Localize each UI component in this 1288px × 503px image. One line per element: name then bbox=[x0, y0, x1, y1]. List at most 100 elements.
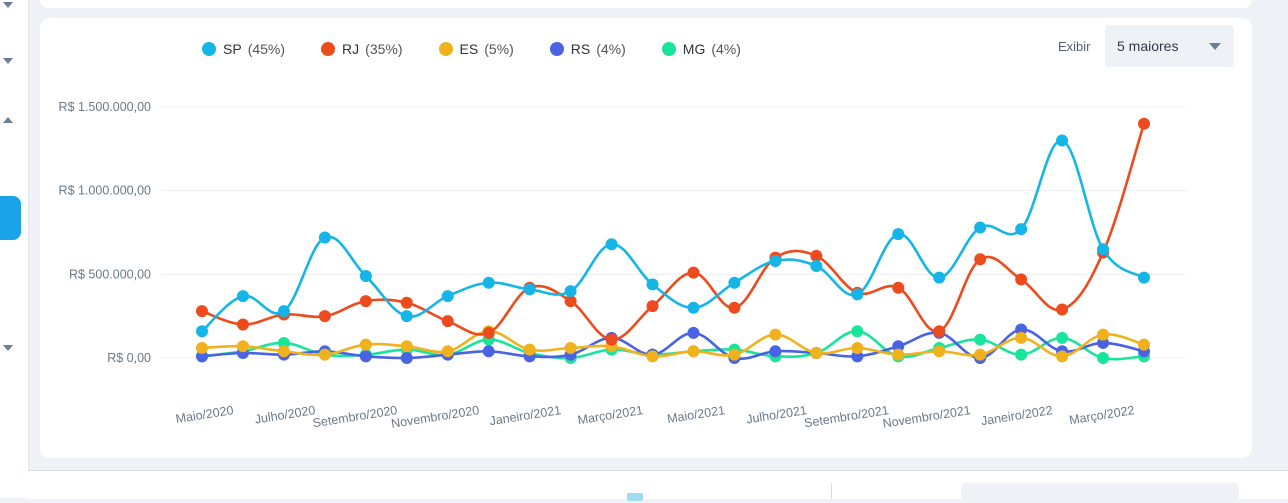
data-point-rj[interactable] bbox=[605, 333, 618, 346]
data-point-sp[interactable] bbox=[196, 325, 208, 338]
data-point-rj[interactable] bbox=[687, 266, 700, 279]
data-point-es[interactable] bbox=[359, 338, 372, 351]
data-point-rj[interactable] bbox=[1138, 117, 1150, 130]
data-point-sp[interactable] bbox=[769, 254, 782, 267]
data-point-sp[interactable] bbox=[564, 285, 577, 298]
legend-item-mg[interactable]: MG (4%) bbox=[661, 41, 741, 57]
legend-item-es[interactable]: ES (5%) bbox=[438, 41, 514, 57]
data-point-es[interactable] bbox=[728, 348, 741, 361]
data-point-rj[interactable] bbox=[564, 295, 577, 308]
data-point-sp[interactable] bbox=[687, 301, 700, 314]
y-tick-label: R$ 1.000.000,00 bbox=[59, 184, 151, 198]
top-count-select[interactable]: 5 maiores bbox=[1105, 25, 1234, 67]
data-point-sp[interactable] bbox=[605, 238, 618, 251]
data-point-sp[interactable] bbox=[1015, 223, 1028, 236]
data-point-mg[interactable] bbox=[1097, 352, 1110, 364]
data-point-mg[interactable] bbox=[277, 336, 290, 349]
data-point-rj[interactable] bbox=[1056, 303, 1069, 316]
data-point-sp[interactable] bbox=[728, 276, 741, 289]
data-point-es[interactable] bbox=[564, 341, 577, 354]
data-point-rs[interactable] bbox=[400, 352, 413, 364]
data-point-rs[interactable] bbox=[892, 340, 905, 353]
data-point-es[interactable] bbox=[892, 348, 905, 361]
data-point-rj[interactable] bbox=[236, 318, 249, 331]
data-point-es[interactable] bbox=[441, 345, 454, 358]
data-point-rs[interactable] bbox=[1015, 323, 1028, 336]
data-point-es[interactable] bbox=[196, 341, 208, 354]
data-point-rs[interactable] bbox=[196, 350, 208, 363]
bottom-select[interactable] bbox=[961, 483, 1239, 503]
chart-card bbox=[40, 18, 1252, 458]
data-point-es[interactable] bbox=[277, 345, 290, 358]
data-point-rs[interactable] bbox=[851, 350, 864, 363]
data-point-sp[interactable] bbox=[400, 310, 413, 323]
data-point-mg[interactable] bbox=[1015, 348, 1028, 361]
data-point-sp[interactable] bbox=[1056, 134, 1069, 147]
collapse-arrow-icon[interactable] bbox=[3, 345, 13, 351]
data-point-sp[interactable] bbox=[277, 305, 290, 318]
data-point-rj[interactable] bbox=[318, 310, 331, 323]
data-point-es[interactable] bbox=[236, 340, 249, 353]
bottom-panel bbox=[28, 470, 1288, 503]
data-point-es[interactable] bbox=[687, 345, 700, 358]
data-point-mg[interactable] bbox=[851, 325, 864, 338]
legend-item-rj[interactable]: RJ (35%) bbox=[321, 41, 403, 57]
data-point-sp[interactable] bbox=[646, 278, 659, 291]
data-point-es[interactable] bbox=[400, 340, 413, 353]
data-point-rj[interactable] bbox=[646, 300, 659, 313]
data-point-sp[interactable] bbox=[441, 290, 454, 303]
data-point-rj[interactable] bbox=[400, 296, 413, 309]
data-point-sp[interactable] bbox=[236, 290, 249, 303]
data-point-rj[interactable] bbox=[810, 249, 823, 262]
data-point-mg[interactable] bbox=[1056, 331, 1069, 344]
scroll-handle[interactable] bbox=[0, 196, 21, 240]
data-point-mg[interactable] bbox=[974, 333, 987, 346]
data-point-sp[interactable] bbox=[523, 283, 536, 296]
data-point-sp[interactable] bbox=[482, 276, 495, 289]
legend-label: MG bbox=[682, 41, 706, 57]
data-point-rj[interactable] bbox=[974, 253, 987, 266]
data-point-es[interactable] bbox=[851, 341, 864, 354]
data-point-sp[interactable] bbox=[851, 288, 864, 301]
data-point-rj[interactable] bbox=[482, 326, 495, 339]
data-point-es[interactable] bbox=[769, 328, 782, 341]
data-point-rs[interactable] bbox=[1097, 336, 1110, 349]
select-value: 5 maiores bbox=[1117, 38, 1179, 54]
data-point-sp[interactable] bbox=[974, 221, 987, 234]
legend-dot-icon bbox=[438, 42, 453, 56]
data-point-sp[interactable] bbox=[1138, 271, 1150, 284]
data-point-es[interactable] bbox=[1138, 338, 1150, 351]
data-point-rs[interactable] bbox=[482, 345, 495, 358]
data-point-rj[interactable] bbox=[933, 325, 946, 338]
data-point-rj[interactable] bbox=[1015, 273, 1028, 286]
data-point-sp[interactable] bbox=[318, 231, 331, 244]
data-point-rj[interactable] bbox=[892, 281, 905, 294]
data-point-rj[interactable] bbox=[359, 295, 372, 308]
data-point-rs[interactable] bbox=[769, 345, 782, 358]
collapse-arrow-icon[interactable] bbox=[3, 2, 13, 8]
data-point-es[interactable] bbox=[1056, 350, 1069, 363]
data-point-sp[interactable] bbox=[933, 271, 946, 284]
data-point-sp[interactable] bbox=[810, 259, 823, 272]
data-point-es[interactable] bbox=[523, 343, 536, 356]
left-rail bbox=[0, 0, 29, 498]
data-point-sp[interactable] bbox=[892, 228, 905, 241]
data-point-es[interactable] bbox=[646, 350, 659, 363]
data-point-rj[interactable] bbox=[728, 301, 741, 314]
legend-item-rs[interactable]: RS (4%) bbox=[549, 41, 626, 57]
data-point-rs[interactable] bbox=[687, 326, 700, 339]
expand-arrow-icon[interactable] bbox=[3, 117, 13, 123]
data-point-es[interactable] bbox=[810, 346, 823, 359]
data-point-sp[interactable] bbox=[1097, 243, 1110, 256]
data-point-es[interactable] bbox=[318, 348, 331, 361]
legend-item-sp[interactable]: SP (45%) bbox=[202, 41, 285, 57]
data-point-rj[interactable] bbox=[441, 315, 454, 328]
collapse-arrow-icon[interactable] bbox=[3, 58, 13, 64]
data-point-es[interactable] bbox=[1015, 331, 1028, 344]
data-point-sp[interactable] bbox=[359, 270, 372, 283]
data-point-es[interactable] bbox=[1097, 328, 1110, 341]
data-point-rs[interactable] bbox=[359, 350, 372, 363]
data-point-es[interactable] bbox=[974, 348, 987, 361]
data-point-es[interactable] bbox=[933, 345, 946, 358]
data-point-rj[interactable] bbox=[196, 305, 208, 318]
